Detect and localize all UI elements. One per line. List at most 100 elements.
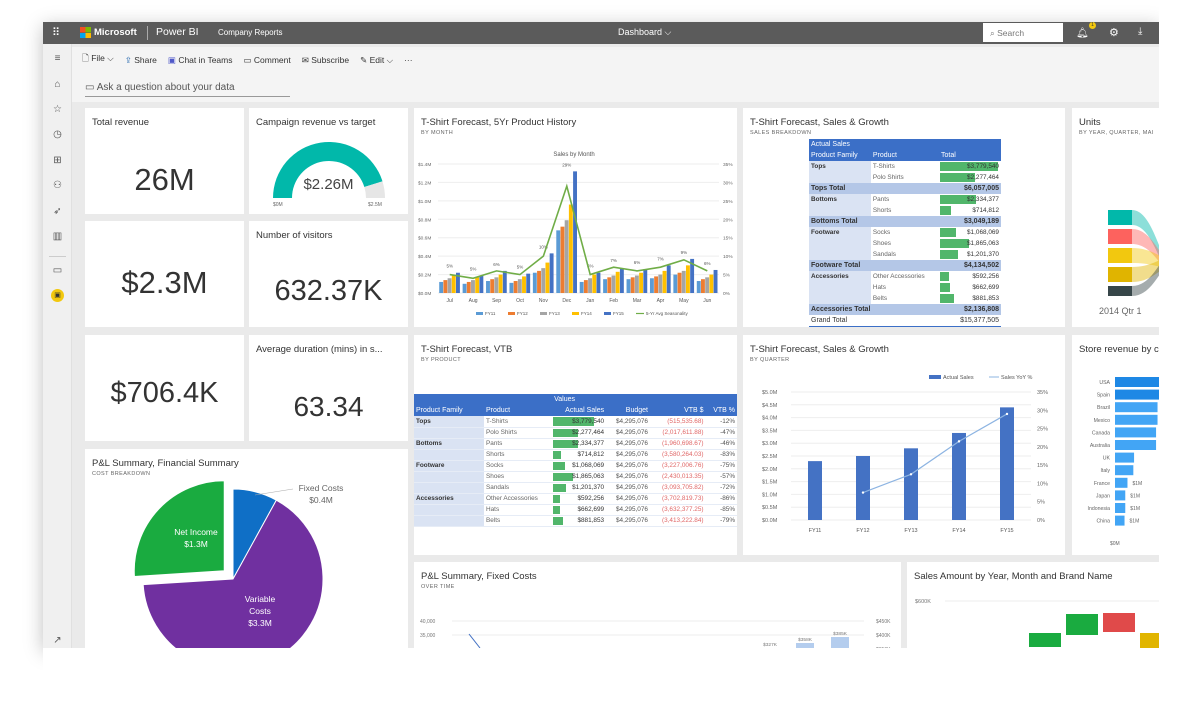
- trend-line: [468, 633, 481, 648]
- bar-France: [1115, 477, 1128, 488]
- tile-kpi-3[interactable]: $706.4K: [85, 335, 244, 441]
- notification-bell-icon[interactable]: 🔔︎: [1076, 28, 1089, 39]
- data-label: $358K: [798, 637, 813, 643]
- clock-icon[interactable]: ◷: [53, 129, 62, 140]
- y-tick-label: $1.4M: [418, 162, 431, 168]
- tile-sales-breakdown[interactable]: T-Shirt Forecast, Sales & Growth SALES B…: [743, 108, 1065, 327]
- workspace-icon[interactable]: ▣: [51, 289, 64, 302]
- data-bar: [940, 272, 950, 281]
- category-label: Mexico: [1094, 418, 1111, 424]
- y2-tick-label: 20%: [1037, 445, 1048, 451]
- column-header[interactable]: Product: [484, 405, 553, 416]
- y-tick-label: $2.0M: [762, 467, 778, 473]
- column-header[interactable]: VTB $: [649, 405, 706, 416]
- search-box[interactable]: ⌕ Search: [983, 23, 1063, 42]
- pie-value-label: $0.4M: [309, 495, 333, 505]
- qa-input[interactable]: ▭ Ask a question about your data: [85, 82, 290, 97]
- share-label: Share: [134, 54, 157, 65]
- tile-product-history[interactable]: T-Shirt Forecast, 5Yr Product History BY…: [414, 108, 737, 327]
- bar-China: [1115, 515, 1125, 526]
- tile-total-revenue[interactable]: Total revenue 26M: [85, 108, 244, 214]
- chat-in-teams-button[interactable]: ▣ Chat in Teams: [168, 55, 233, 66]
- x-tick-label: FY11: [809, 528, 822, 534]
- legend-swatch: [540, 312, 547, 315]
- tile-kpi-2[interactable]: $2.3M: [85, 221, 244, 327]
- bar-FY13-May: [681, 270, 686, 293]
- y2-tick-label: 10%: [1037, 481, 1048, 487]
- notification-badge: 1: [1089, 22, 1096, 29]
- product-cell: Shorts: [872, 207, 892, 214]
- ribbon-segment: [1108, 248, 1132, 263]
- rocket-icon[interactable]: ➶: [53, 206, 62, 217]
- edit-menu[interactable]: ✎ Edit ⌵: [360, 54, 394, 65]
- tile-avg-duration[interactable]: Average duration (mins) in s... 63.34: [249, 335, 408, 441]
- expand-icon[interactable]: ↗: [53, 635, 62, 646]
- monitor-icon[interactable]: ▭: [52, 265, 63, 276]
- data-label: 6%: [493, 262, 500, 267]
- bar-FY15-Jun: [713, 269, 718, 293]
- book-icon[interactable]: ▥: [52, 231, 63, 242]
- product-family-cell: [809, 172, 871, 183]
- hamburger-icon[interactable]: ≡: [54, 53, 61, 64]
- tile-campaign-gauge[interactable]: Campaign revenue vs target $2.26M $0M $2…: [249, 108, 408, 214]
- y2-tick-label: 35%: [1037, 390, 1048, 396]
- file-menu[interactable]: 🗋 File ⌵: [82, 53, 114, 63]
- data-bar: [940, 294, 954, 303]
- app-launcher-icon[interactable]: ⠿: [52, 27, 61, 39]
- bar-Canada: [1115, 427, 1157, 438]
- actual-sales-cell: $662,699: [552, 504, 606, 515]
- bar-FY12-Aug: [466, 281, 471, 293]
- kpi-value: $706.4K: [110, 377, 219, 409]
- y2-tick-label: 35%: [723, 162, 733, 168]
- more-options-button[interactable]: ···: [404, 55, 413, 65]
- column-header[interactable]: Total: [939, 150, 1001, 161]
- comment-button[interactable]: ▭ Comment: [244, 55, 291, 66]
- star-icon[interactable]: ☆: [53, 104, 62, 115]
- total-cell: $662,699: [939, 282, 1001, 293]
- tile-fixed-costs[interactable]: P&L Summary, Fixed Costs OVER TIME 40,00…: [414, 562, 901, 648]
- y-tick-label: $4.5M: [762, 403, 778, 409]
- shared-icon[interactable]: ⚇: [53, 180, 62, 191]
- product-family-cell: [809, 249, 871, 260]
- tile-sales-amount[interactable]: Sales Amount by Year, Month and Brand Na…: [907, 562, 1162, 648]
- column-header[interactable]: VTB %: [705, 405, 737, 416]
- vtb-dollar-cell: (2,017,611.88): [662, 429, 704, 436]
- apps-icon[interactable]: ⊞: [53, 155, 62, 166]
- tile-visitors[interactable]: Number of visitors 632.37K: [249, 221, 408, 327]
- home-icon[interactable]: ⌂: [54, 79, 61, 90]
- app-name[interactable]: Power BI: [156, 26, 199, 38]
- download-icon[interactable]: ⤓: [1138, 26, 1143, 37]
- bar-FY15-Jan: [596, 272, 601, 293]
- table-row: Hats $662,699 $4,295,076 (3,632,377.25) -85%: [414, 504, 737, 515]
- bar-FY11-Feb: [603, 279, 608, 293]
- tile-units[interactable]: Units BY YEAR, QUARTER, MAI 2014 Qtr 1: [1072, 108, 1162, 327]
- column-header[interactable]: Product: [870, 150, 939, 161]
- gauge-value-arc: [273, 142, 383, 198]
- bar-Brazil: [1115, 402, 1158, 413]
- workspace-name[interactable]: Company Reports: [218, 28, 283, 37]
- column-header[interactable]: Product Family: [809, 150, 871, 161]
- product-cell: Other Accessories: [872, 273, 925, 280]
- x-tick-label: Nov: [539, 298, 548, 304]
- tile-quarter[interactable]: T-Shirt Forecast, Sales & Growth BY QUAR…: [743, 335, 1065, 555]
- view-selector[interactable]: Dashboard ⌵: [618, 27, 671, 38]
- table-row: Footware Socks $1,068,069: [809, 227, 1001, 238]
- gear-icon[interactable]: ⚙: [1109, 27, 1119, 39]
- share-button[interactable]: ⇪ Share: [125, 55, 157, 66]
- waterfall-bar: [1140, 633, 1162, 648]
- bar-FY15-Dec: [573, 171, 577, 293]
- tile-vtb[interactable]: T-Shirt Forecast, VTB BY PRODUCT Values P…: [414, 335, 737, 555]
- x-tick-label: Dec: [562, 298, 571, 304]
- tile-pl-pie[interactable]: P&L Summary, Financial Summary COST BREA…: [85, 449, 408, 648]
- column-header[interactable]: Product Family: [414, 405, 484, 416]
- column-header[interactable]: Budget: [606, 405, 650, 416]
- tile-store-revenue[interactable]: Store revenue by co USA Spain Brazil Mexico…: [1072, 335, 1162, 555]
- column-header[interactable]: Actual Sales: [552, 405, 607, 416]
- subtotal-label: Accessories Total: [809, 304, 939, 315]
- bar-FY13-Jun: [705, 277, 710, 293]
- data-label: 5%: [517, 265, 524, 270]
- data-bar: [553, 461, 565, 470]
- table-row: Sandals $1,201,370: [809, 249, 1001, 260]
- category-label: Australia: [1090, 443, 1110, 449]
- subscribe-button[interactable]: ✉ Subscribe: [302, 55, 349, 66]
